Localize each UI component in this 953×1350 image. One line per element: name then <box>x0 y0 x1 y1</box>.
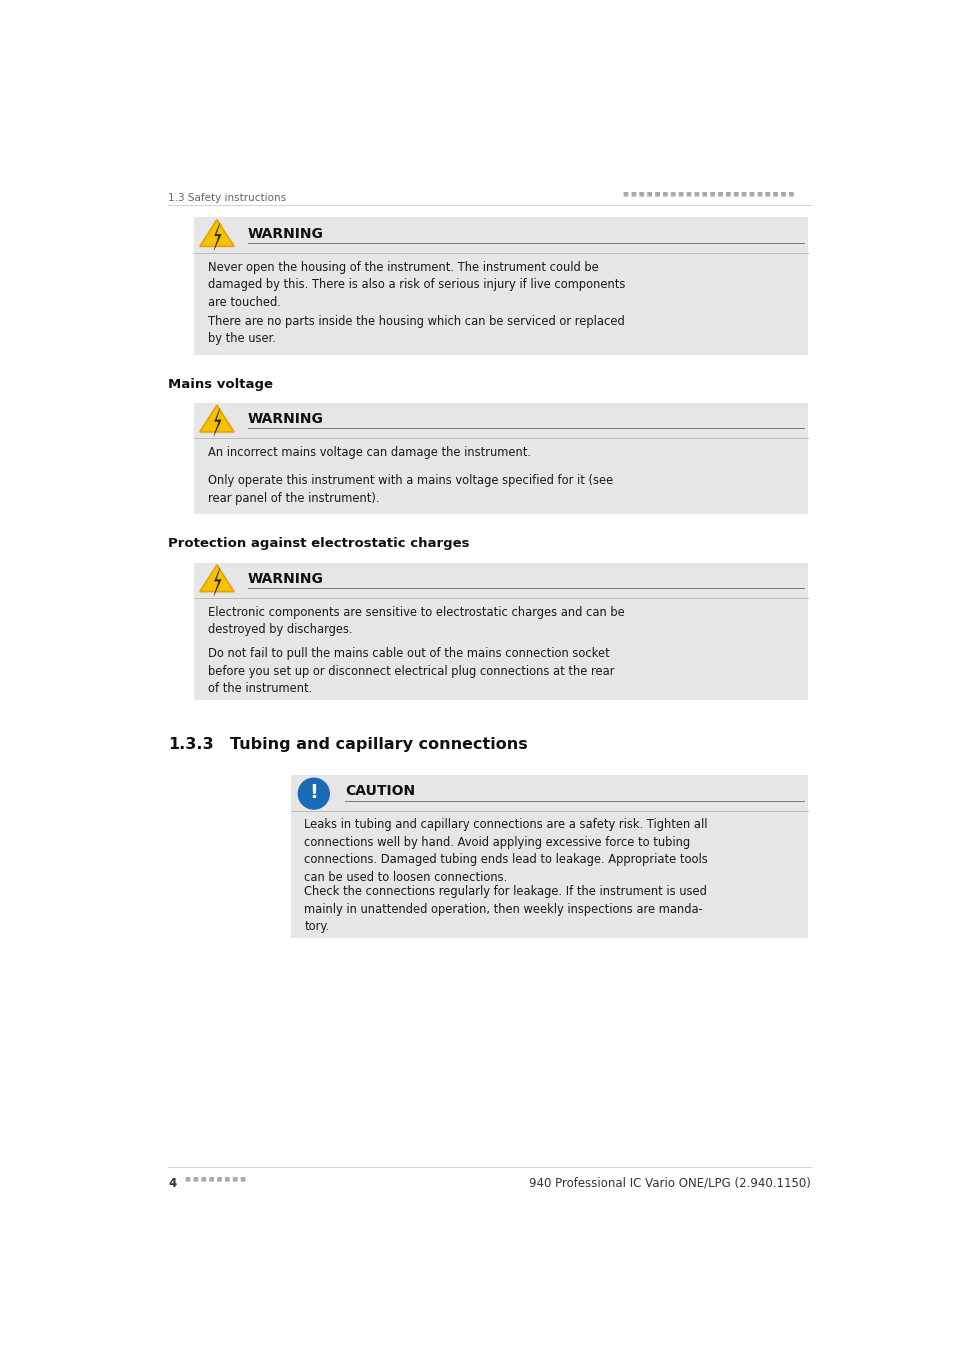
FancyBboxPatch shape <box>193 217 807 355</box>
Polygon shape <box>199 564 233 591</box>
Text: Leaks in tubing and capillary connections are a safety risk. Tighten all
connect: Leaks in tubing and capillary connection… <box>304 818 707 884</box>
Text: Electronic components are sensitive to electrostatic charges and can be
destroye: Electronic components are sensitive to e… <box>208 606 623 636</box>
Polygon shape <box>213 408 221 436</box>
Text: 4: 4 <box>168 1177 176 1189</box>
Text: Mains voltage: Mains voltage <box>168 378 273 390</box>
FancyBboxPatch shape <box>291 775 807 938</box>
Text: WARNING: WARNING <box>248 572 323 586</box>
Polygon shape <box>199 220 233 246</box>
Circle shape <box>298 778 329 809</box>
Text: 940 Professional IC Vario ONE/LPG (2.940.1150): 940 Professional IC Vario ONE/LPG (2.940… <box>528 1177 810 1189</box>
Text: !: ! <box>309 783 318 802</box>
Text: Never open the housing of the instrument. The instrument could be
damaged by thi: Never open the housing of the instrument… <box>208 261 624 309</box>
Text: Protection against electrostatic charges: Protection against electrostatic charges <box>168 537 469 551</box>
Text: ■ ■ ■ ■ ■ ■ ■ ■ ■ ■ ■ ■ ■ ■ ■ ■ ■ ■ ■ ■ ■ ■: ■ ■ ■ ■ ■ ■ ■ ■ ■ ■ ■ ■ ■ ■ ■ ■ ■ ■ ■ ■ … <box>622 192 796 196</box>
Text: WARNING: WARNING <box>248 227 323 240</box>
FancyBboxPatch shape <box>193 404 807 514</box>
Text: Do not fail to pull the mains cable out of the mains connection socket
before yo: Do not fail to pull the mains cable out … <box>208 647 614 695</box>
FancyBboxPatch shape <box>193 563 807 699</box>
Text: An incorrect mains voltage can damage the instrument.: An incorrect mains voltage can damage th… <box>208 446 530 459</box>
Text: CAUTION: CAUTION <box>344 784 415 798</box>
Polygon shape <box>213 568 221 595</box>
Text: 1.3 Safety instructions: 1.3 Safety instructions <box>168 193 286 202</box>
Polygon shape <box>213 223 221 251</box>
Text: 1.3.3: 1.3.3 <box>168 737 213 752</box>
Polygon shape <box>199 405 233 432</box>
Text: WARNING: WARNING <box>248 412 323 427</box>
Text: ■ ■ ■ ■ ■ ■ ■ ■: ■ ■ ■ ■ ■ ■ ■ ■ <box>185 1177 246 1181</box>
Text: Check the connections regularly for leakage. If the instrument is used
mainly in: Check the connections regularly for leak… <box>304 886 706 933</box>
Text: There are no parts inside the housing which can be serviced or replaced
by the u: There are no parts inside the housing wh… <box>208 315 623 346</box>
Text: Only operate this instrument with a mains voltage specified for it (see
rear pan: Only operate this instrument with a main… <box>208 474 612 505</box>
Text: Tubing and capillary connections: Tubing and capillary connections <box>230 737 527 752</box>
